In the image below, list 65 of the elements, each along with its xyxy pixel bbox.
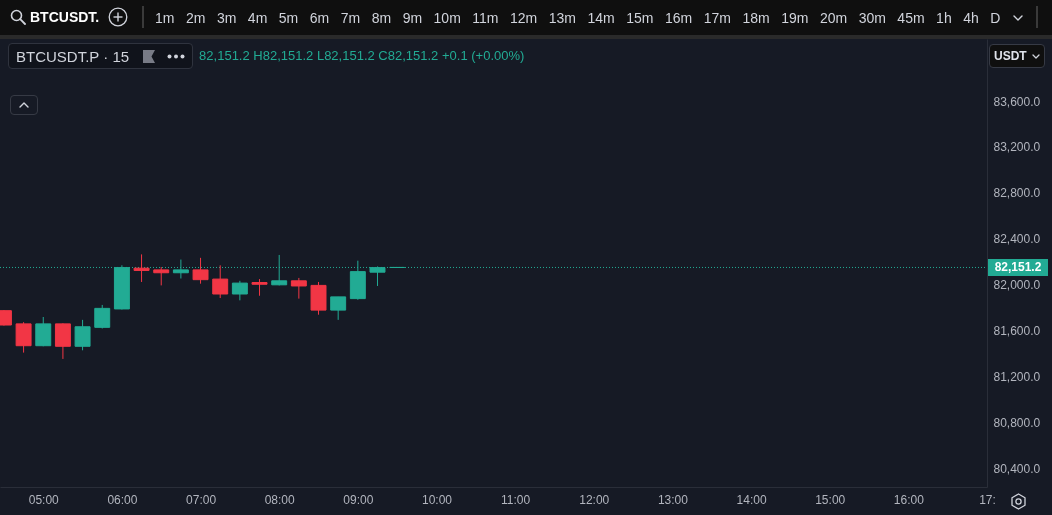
text: 45m xyxy=(897,9,925,26)
text: BTCUSDT. xyxy=(30,9,100,25)
x-tick-label: 07:00 xyxy=(186,492,217,507)
x-tick-label: 10:00 xyxy=(421,492,453,507)
text: 15m xyxy=(626,9,654,26)
text: 1m xyxy=(155,9,175,26)
text: 7m xyxy=(340,9,361,26)
x-tick-label: 11:00 xyxy=(501,492,531,507)
text: 2m xyxy=(185,9,206,26)
text: 5m xyxy=(278,9,299,26)
candlestick xyxy=(54,322,71,360)
text: 17m xyxy=(703,9,731,26)
text: 1h xyxy=(936,9,952,26)
y-tick-label: 81,600.0 xyxy=(993,324,1041,339)
candlestick xyxy=(290,277,307,300)
text: 82,151.2 H82,151.2 L82,151.2 C82,151.2 +0.1 (+0.00%) xyxy=(199,48,525,63)
y-tick-label: 82,800.0 xyxy=(993,186,1041,201)
candlestick xyxy=(330,296,347,321)
y-tick-label: 80,800.0 xyxy=(993,416,1041,431)
text: 12m xyxy=(510,9,538,26)
text: 19m xyxy=(781,9,809,26)
text: 3m xyxy=(216,9,237,26)
x-tick-label: 17: xyxy=(979,492,996,507)
y-tick-label: 82,400.0 xyxy=(993,232,1041,247)
text: 6m xyxy=(309,9,330,26)
text: D xyxy=(990,9,1001,26)
x-tick-label: 15:00 xyxy=(815,492,846,507)
candlestick xyxy=(153,266,170,286)
x-tick-label: 16:00 xyxy=(893,492,925,507)
y-axis-title: USDT xyxy=(994,49,1027,63)
candlestick xyxy=(15,321,32,354)
text: 11m xyxy=(472,9,499,26)
text: 10m xyxy=(433,9,461,26)
text: 16m xyxy=(664,9,693,26)
candlestick xyxy=(271,254,288,286)
ref-line-label: 82,151.2 xyxy=(994,260,1042,275)
candlestick xyxy=(192,257,209,285)
text: 13m xyxy=(548,9,576,26)
text: 9m xyxy=(402,9,423,26)
candlestick xyxy=(133,253,150,283)
x-tick-label: 13:00 xyxy=(657,492,689,507)
text: 30m xyxy=(858,9,886,26)
x-tick-label: 06:00 xyxy=(107,492,138,507)
y-tick-label: 82,000.0 xyxy=(993,278,1041,293)
candlestick xyxy=(231,280,248,301)
candlestick xyxy=(35,316,52,347)
text: 20m xyxy=(819,9,848,26)
text: 4m xyxy=(247,9,268,26)
text: 4h xyxy=(963,9,979,26)
x-tick-label: 05:00 xyxy=(28,492,60,507)
y-tick-label: 80,400.0 xyxy=(993,462,1041,477)
x-tick-label: 12:00 xyxy=(579,492,610,507)
text: 18m xyxy=(742,9,770,26)
x-tick-label: 08:00 xyxy=(264,492,296,507)
candlestick xyxy=(74,319,91,351)
y-tick-label: 83,200.0 xyxy=(993,140,1041,155)
header-box: BTCUSDT.P · 15 xyxy=(8,43,194,69)
dropdown-button: USDT xyxy=(989,44,1045,68)
text: 8m xyxy=(371,9,392,26)
y-tick-label: 81,200.0 xyxy=(993,370,1041,385)
x-tick-label: 14:00 xyxy=(736,492,767,507)
text: 14m xyxy=(587,9,615,26)
y-tick-label: 83,600.0 xyxy=(993,94,1041,109)
x-tick-label: 09:00 xyxy=(343,492,374,507)
candlestick xyxy=(212,264,229,299)
